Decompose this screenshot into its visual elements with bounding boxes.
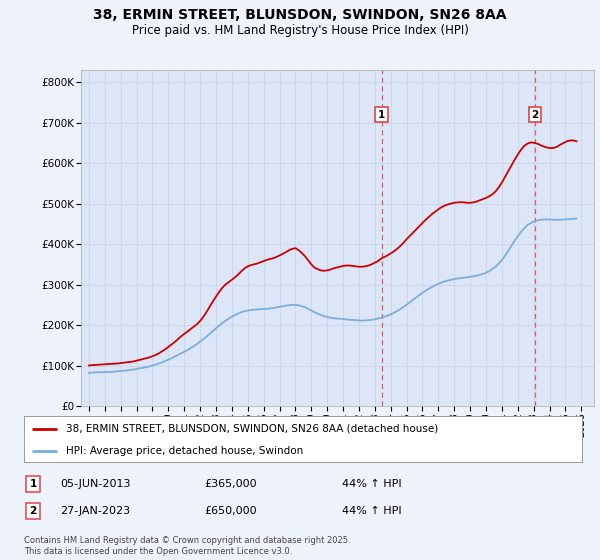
Text: 27-JAN-2023: 27-JAN-2023	[60, 506, 130, 516]
Text: HPI: Average price, detached house, Swindon: HPI: Average price, detached house, Swin…	[66, 446, 303, 455]
Text: 38, ERMIN STREET, BLUNSDON, SWINDON, SN26 8AA: 38, ERMIN STREET, BLUNSDON, SWINDON, SN2…	[93, 8, 507, 22]
Text: 44% ↑ HPI: 44% ↑ HPI	[342, 506, 401, 516]
Text: 38, ERMIN STREET, BLUNSDON, SWINDON, SN26 8AA (detached house): 38, ERMIN STREET, BLUNSDON, SWINDON, SN2…	[66, 424, 438, 434]
Text: Price paid vs. HM Land Registry's House Price Index (HPI): Price paid vs. HM Land Registry's House …	[131, 24, 469, 36]
Text: £650,000: £650,000	[204, 506, 257, 516]
Text: 2: 2	[29, 506, 37, 516]
Text: £365,000: £365,000	[204, 479, 257, 489]
Text: 2: 2	[531, 110, 538, 119]
Text: 1: 1	[29, 479, 37, 489]
Text: 05-JUN-2013: 05-JUN-2013	[60, 479, 131, 489]
Text: 44% ↑ HPI: 44% ↑ HPI	[342, 479, 401, 489]
Text: 1: 1	[378, 110, 385, 119]
Text: Contains HM Land Registry data © Crown copyright and database right 2025.
This d: Contains HM Land Registry data © Crown c…	[24, 536, 350, 556]
